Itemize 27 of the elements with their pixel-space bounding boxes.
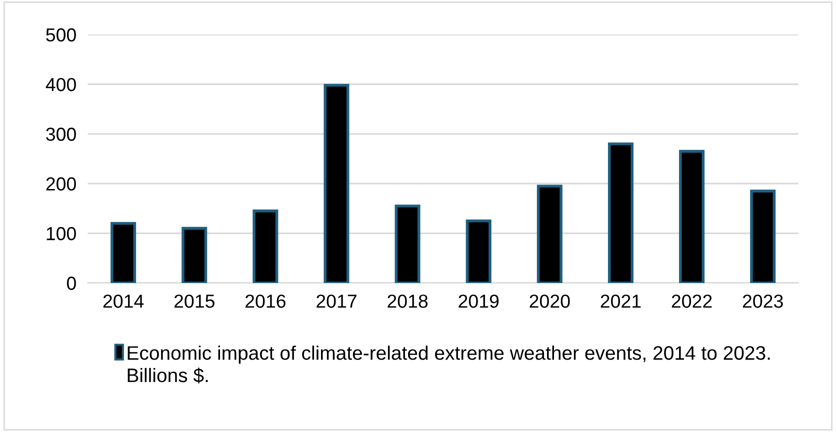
x-tick-label: 2017 — [316, 294, 356, 308]
x-tick-label: 2023 — [742, 294, 783, 308]
y-tick-label: 200 — [46, 177, 76, 191]
y-tick-label: 300 — [46, 128, 76, 141]
y-tick-label: 100 — [46, 226, 76, 240]
y-tick-label: 0 — [66, 276, 76, 290]
y-tick-label: 400 — [46, 78, 76, 92]
bar — [750, 190, 776, 283]
x-tick-label: 2020 — [530, 294, 570, 308]
bar — [466, 219, 492, 283]
bar — [679, 150, 705, 283]
bar — [110, 222, 136, 283]
x-tick-label: 2014 — [103, 294, 144, 308]
x-tick-label: 2018 — [388, 294, 428, 308]
bar — [252, 210, 278, 283]
y-tick-label: 500 — [46, 28, 76, 42]
bar — [394, 204, 420, 283]
bar — [608, 142, 634, 283]
bar — [182, 226, 208, 283]
x-tick-label: 2021 — [600, 294, 641, 308]
bar — [324, 84, 350, 283]
x-tick-label: 2015 — [174, 294, 214, 308]
x-tick-label: 2019 — [458, 294, 499, 308]
x-tick-label: 2022 — [672, 294, 712, 308]
bar — [536, 184, 562, 283]
legend-label: Economic impact of climate-related extreme weather events, 2014 to 2023. Billions $. — [128, 346, 770, 384]
x-tick-label: 2016 — [246, 294, 286, 308]
